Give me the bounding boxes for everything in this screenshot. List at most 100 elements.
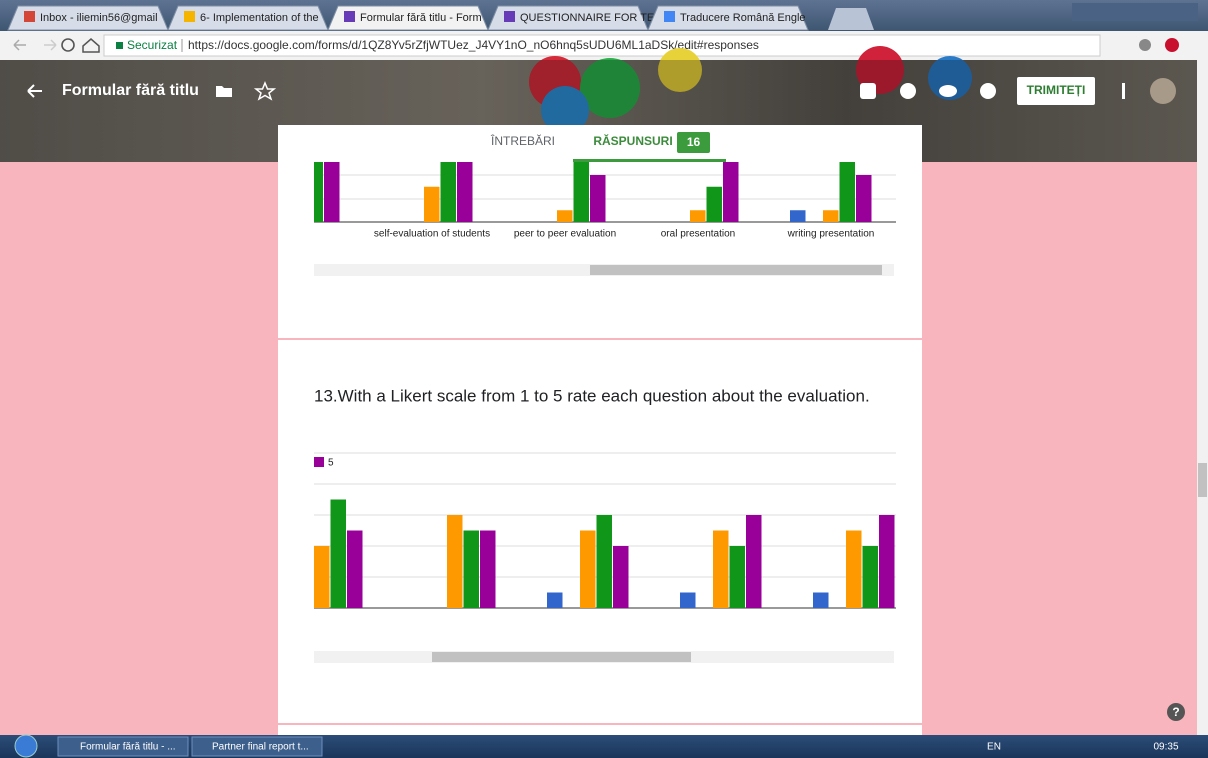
legend-label: 5	[328, 458, 334, 469]
x-tick-label: peer to peer evaluation	[514, 229, 616, 240]
bar	[713, 530, 729, 608]
bar	[846, 530, 862, 608]
x-tick-label: oral presentation	[661, 229, 736, 240]
language-indicator[interactable]: EN	[987, 742, 1001, 753]
balloon	[928, 56, 972, 100]
bar	[447, 515, 463, 608]
lock-icon	[116, 42, 123, 49]
browser-tab[interactable]	[327, 5, 489, 31]
reload-button[interactable]	[61, 38, 75, 52]
bar	[324, 162, 340, 222]
home-button[interactable]	[82, 38, 100, 53]
bar	[547, 592, 563, 608]
browser-tab[interactable]	[487, 5, 649, 31]
tab-favicon[interactable]	[664, 11, 675, 22]
clock: 09:35	[1153, 742, 1178, 753]
bar	[347, 530, 363, 608]
tab-favicon[interactable]	[184, 11, 195, 22]
bar	[690, 210, 706, 222]
send-button-label[interactable]: TRIMITEȚI	[1027, 83, 1086, 97]
url: https://docs.google.com/forms/d/1QZ8Yv5r…	[188, 38, 759, 52]
tab-title[interactable]: Inbox - iliemin56@gmail	[40, 12, 158, 24]
tab-favicon[interactable]	[504, 11, 515, 22]
balloon	[541, 86, 589, 134]
tab-title[interactable]: 6- Implementation of the	[200, 12, 319, 24]
omnibox[interactable]	[103, 34, 1101, 57]
secure-label: Securizat	[127, 38, 178, 52]
x-tick-label: self-evaluation of students	[374, 229, 490, 240]
browser-tab[interactable]	[167, 5, 329, 31]
chart-scrollbar-thumb[interactable]	[432, 652, 691, 662]
response-card	[278, 725, 922, 735]
taskbar-item[interactable]	[191, 736, 323, 757]
x-tick-label: writing presentation	[787, 229, 875, 240]
balloon	[580, 58, 640, 118]
scrollbar[interactable]	[1197, 60, 1208, 735]
star-icon[interactable]	[253, 81, 277, 101]
bar	[746, 515, 762, 608]
legend-swatch	[314, 457, 324, 467]
browser-tab[interactable]	[647, 5, 809, 31]
response-count: 16	[687, 135, 701, 149]
tab-favicon[interactable]	[344, 11, 355, 22]
tab-title[interactable]: Traducere Română Engle	[680, 12, 806, 24]
bar	[590, 175, 606, 222]
bar	[463, 530, 479, 608]
bar	[680, 592, 696, 608]
bar	[330, 499, 346, 608]
bar	[813, 592, 829, 608]
question-title: 13.With a Likert scale from 1 to 5 rate …	[314, 386, 870, 405]
bar	[723, 162, 739, 222]
new-tab[interactable]	[828, 8, 874, 30]
bar	[862, 546, 878, 608]
bar	[424, 186, 440, 222]
help-label[interactable]: ?	[1172, 705, 1179, 719]
send-button[interactable]	[1017, 77, 1095, 105]
bar	[729, 546, 745, 608]
extension-icon[interactable]	[1139, 39, 1151, 51]
taskbar-item-label[interactable]: Partner final report t...	[212, 742, 309, 753]
tab-favicon[interactable]	[24, 11, 35, 22]
forward-button[interactable]	[44, 39, 57, 51]
bar	[790, 210, 806, 222]
bar	[596, 515, 612, 608]
bar	[823, 210, 839, 222]
form-title[interactable]: Formular fără titlu	[62, 82, 199, 99]
bar	[314, 162, 323, 222]
avatar[interactable]	[1150, 78, 1176, 104]
tab-title[interactable]: QUESTIONNAIRE FOR TE	[520, 12, 654, 24]
questions-tab[interactable]: ÎNTREBĂRI	[490, 133, 555, 148]
chart-scrollbar-thumb[interactable]	[590, 265, 882, 275]
folder-icon[interactable]	[216, 86, 232, 97]
preview-icon[interactable]	[939, 85, 957, 97]
balloon	[856, 46, 904, 94]
bar	[480, 530, 496, 608]
tab-title[interactable]: Formular fără titlu - Form	[360, 12, 482, 24]
help-button[interactable]	[1167, 703, 1185, 721]
bar	[573, 162, 589, 222]
start-button[interactable]	[14, 734, 38, 758]
bar	[879, 515, 895, 608]
response-count-badge	[677, 132, 710, 153]
back-arrow[interactable]	[27, 84, 42, 98]
bar	[706, 186, 722, 222]
scrollbar-thumb[interactable]	[1198, 463, 1207, 497]
responses-tab[interactable]: RĂSPUNSURI	[593, 133, 672, 148]
bar	[440, 162, 456, 222]
settings-icon[interactable]	[980, 83, 996, 99]
taskbar-item[interactable]	[57, 736, 189, 757]
palette-icon[interactable]	[900, 83, 916, 99]
browser-tab[interactable]	[7, 5, 169, 31]
more-menu[interactable]	[1122, 83, 1125, 99]
bar	[457, 162, 473, 222]
adblock-icon[interactable]	[1165, 38, 1179, 52]
active-tab-indicator	[573, 159, 726, 162]
tab-bar	[278, 125, 922, 162]
window-controls	[1072, 3, 1198, 21]
bar	[839, 162, 855, 222]
addons-icon[interactable]	[860, 83, 876, 99]
taskbar-item-label[interactable]: Formular fără titlu - ...	[80, 742, 176, 753]
bar	[613, 546, 629, 608]
back-button[interactable]	[13, 39, 26, 51]
